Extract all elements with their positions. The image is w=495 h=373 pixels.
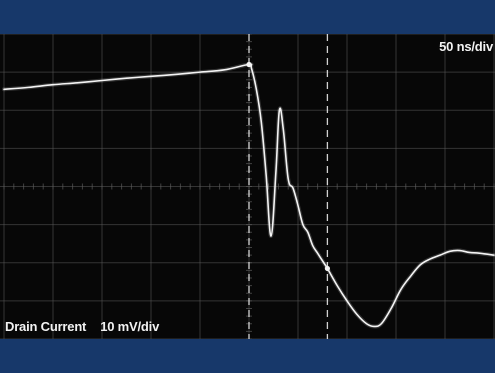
- timebase-label: 50 ns/div: [439, 39, 493, 54]
- cursor-marker: [324, 265, 330, 272]
- cursor-marker: [246, 61, 252, 68]
- channel-name: Drain Current: [5, 319, 87, 334]
- scope-screen: 50 ns/div Drain Current 10 mV/div: [0, 34, 495, 339]
- graticule: [0, 34, 495, 339]
- channel-scale: 10 mV/div: [100, 319, 160, 334]
- trace-layer: [2, 61, 495, 329]
- time-cursors: [248, 34, 329, 339]
- drain-current-trace: [3, 63, 495, 328]
- waveform-plot: [0, 34, 495, 339]
- channel-label: Drain Current 10 mV/div: [5, 320, 159, 333]
